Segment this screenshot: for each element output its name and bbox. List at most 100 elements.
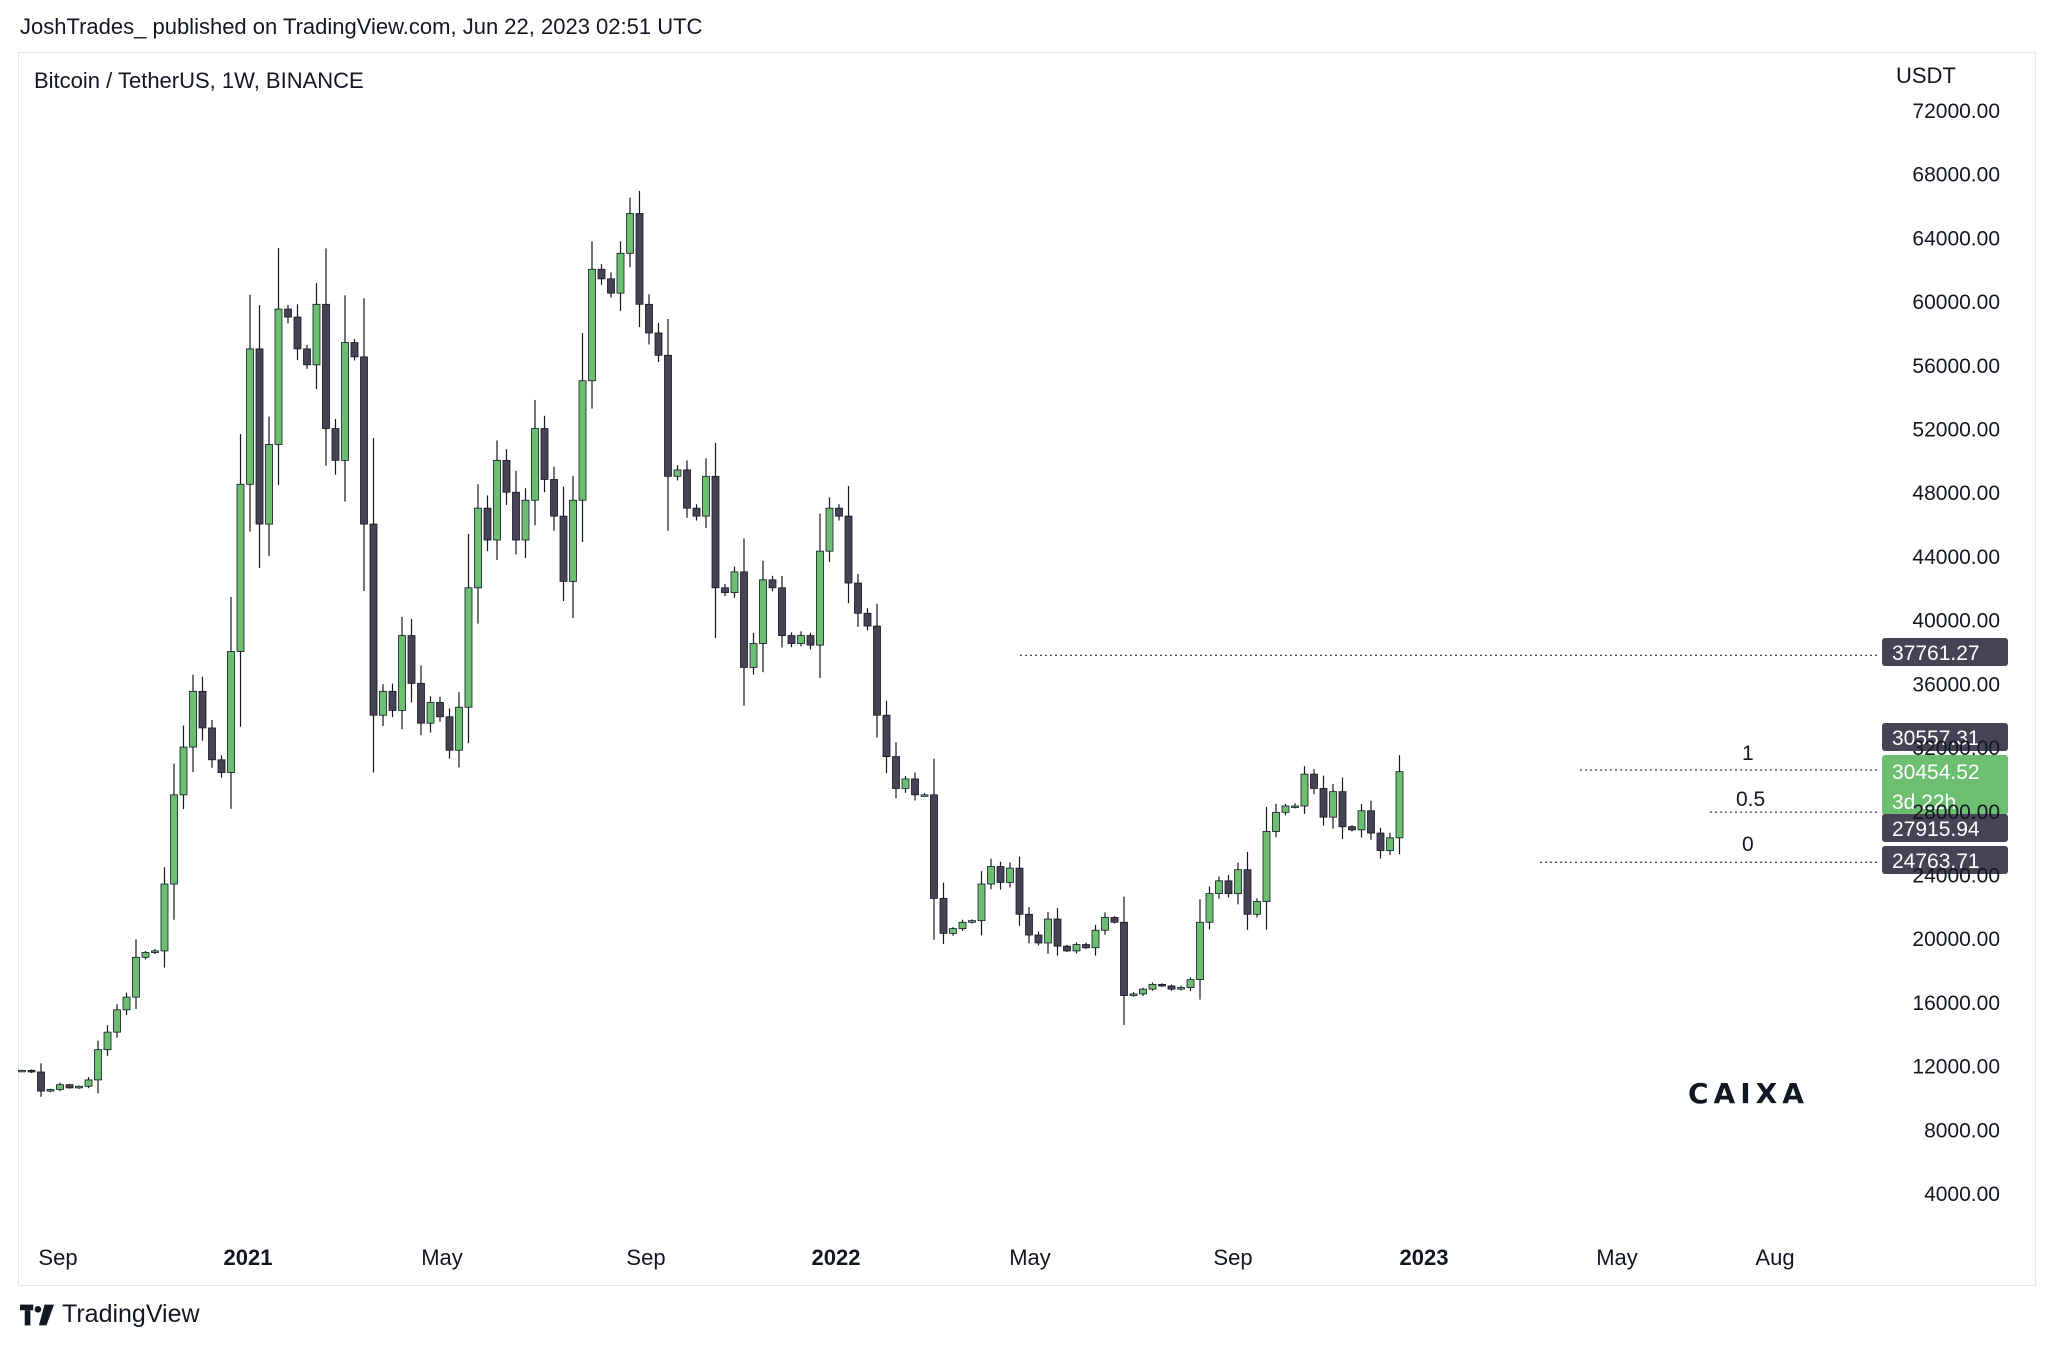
- candle: [141, 951, 150, 960]
- candle-body-down: [350, 342, 359, 358]
- price-level-value: 30557.31: [1892, 727, 1980, 750]
- candle-body-down: [1034, 934, 1043, 944]
- candle-body-down: [711, 475, 720, 589]
- candle: [417, 665, 425, 736]
- candle-body-down: [540, 428, 549, 480]
- candle: [75, 1085, 83, 1089]
- symbol-title[interactable]: Bitcoin / TetherUS, 1W, BINANCE: [34, 68, 364, 93]
- candle: [379, 684, 387, 726]
- x-tick-label: May: [421, 1245, 463, 1270]
- candle: [882, 700, 891, 774]
- candle-body-down: [1376, 832, 1385, 851]
- candle-body-up: [920, 794, 929, 797]
- candle-body-down: [559, 515, 568, 582]
- candle: [1120, 896, 1128, 1025]
- candle-body-down: [360, 356, 368, 525]
- price-level-value: 37761.27: [1892, 642, 1980, 665]
- candle-body-up: [189, 690, 197, 748]
- candle-body-up: [797, 635, 805, 644]
- candle: [1110, 916, 1119, 924]
- price-level-label[interactable]: 37761.27: [1882, 638, 2008, 666]
- candle-body-down: [369, 523, 378, 716]
- candle-body-down: [1158, 983, 1166, 987]
- candle: [170, 763, 178, 920]
- candle-body-down: [911, 778, 919, 796]
- y-tick-label: 40000.00: [1912, 610, 2000, 633]
- candle-body-up: [578, 380, 587, 501]
- candle-body-up: [84, 1079, 93, 1087]
- candle-body-down: [483, 507, 492, 541]
- candle-body-up: [816, 550, 824, 646]
- candle-body-down: [512, 491, 520, 541]
- candle: [217, 755, 226, 778]
- tradingview-logo[interactable]: TradingView: [20, 1300, 200, 1329]
- price-level-label[interactable]: 27915.94: [1882, 814, 2008, 842]
- candle-body-up: [379, 690, 387, 716]
- fib-level-label: 0.5: [1736, 788, 1765, 811]
- candle: [692, 504, 701, 521]
- candle: [474, 484, 482, 624]
- candle: [331, 418, 340, 475]
- candle-body-down: [1082, 944, 1090, 949]
- candle-body-up: [958, 921, 967, 930]
- last-price-label[interactable]: 30454.52 3d 22h: [1882, 755, 2008, 815]
- candle-body-down: [787, 635, 796, 644]
- price-level-label[interactable]: 24763.71: [1882, 846, 2008, 874]
- candle-body-up: [132, 956, 140, 998]
- candle-body-down: [1367, 810, 1375, 834]
- candle-body-up: [160, 883, 169, 952]
- candle: [1025, 907, 1033, 944]
- candle: [198, 676, 207, 741]
- price-level-label[interactable]: 30557.31: [1882, 723, 2008, 751]
- candle-body-down: [635, 213, 644, 305]
- y-tick-label: 64000.00: [1912, 227, 2000, 250]
- candle-body-up: [455, 706, 463, 751]
- candle: [293, 304, 302, 361]
- candle-body-down: [844, 515, 853, 584]
- candle-body-up: [18, 1069, 26, 1073]
- candle-body-down: [550, 479, 558, 517]
- candle: [369, 438, 378, 773]
- candle: [1367, 800, 1375, 840]
- candle: [46, 1088, 55, 1093]
- candle: [1186, 977, 1195, 992]
- chart-frame[interactable]: [18, 52, 2036, 1286]
- candle: [1329, 784, 1337, 829]
- candle: [1300, 766, 1309, 814]
- tradingview-icon: [20, 1304, 54, 1325]
- candle: [103, 1025, 112, 1056]
- candle-body-down: [721, 587, 729, 593]
- candle-body-down: [740, 571, 748, 668]
- y-tick-label: 12000.00: [1912, 1056, 2000, 1079]
- candle: [322, 248, 330, 466]
- candle-body-down: [502, 459, 511, 493]
- candle: [531, 399, 539, 526]
- candle-body-down: [835, 507, 843, 517]
- y-tick-label: 36000.00: [1912, 673, 2000, 696]
- candle-body-down: [778, 587, 786, 636]
- candle-body-down: [1063, 945, 1071, 952]
- candle-body-up: [673, 469, 682, 477]
- candle-body-down: [417, 682, 425, 724]
- candle: [930, 758, 938, 940]
- footer-brand: TradingView: [62, 1300, 200, 1328]
- candle-body-up: [1006, 867, 1014, 883]
- candle-body-up: [426, 702, 435, 724]
- candle: [1291, 803, 1299, 809]
- candle: [455, 692, 463, 768]
- candle: [341, 295, 349, 502]
- candle: [512, 470, 520, 555]
- candle-body-down: [654, 332, 663, 356]
- candle-body-up: [1091, 929, 1100, 949]
- candle: [265, 416, 273, 556]
- candle-body-down: [303, 348, 311, 366]
- candle: [312, 283, 321, 390]
- candle: [797, 631, 805, 647]
- candle-body-down: [27, 1069, 36, 1073]
- candle: [730, 566, 739, 598]
- candle-body-down: [293, 316, 302, 350]
- candle: [1101, 912, 1109, 935]
- candle: [977, 871, 986, 936]
- candle-body-down: [445, 716, 454, 751]
